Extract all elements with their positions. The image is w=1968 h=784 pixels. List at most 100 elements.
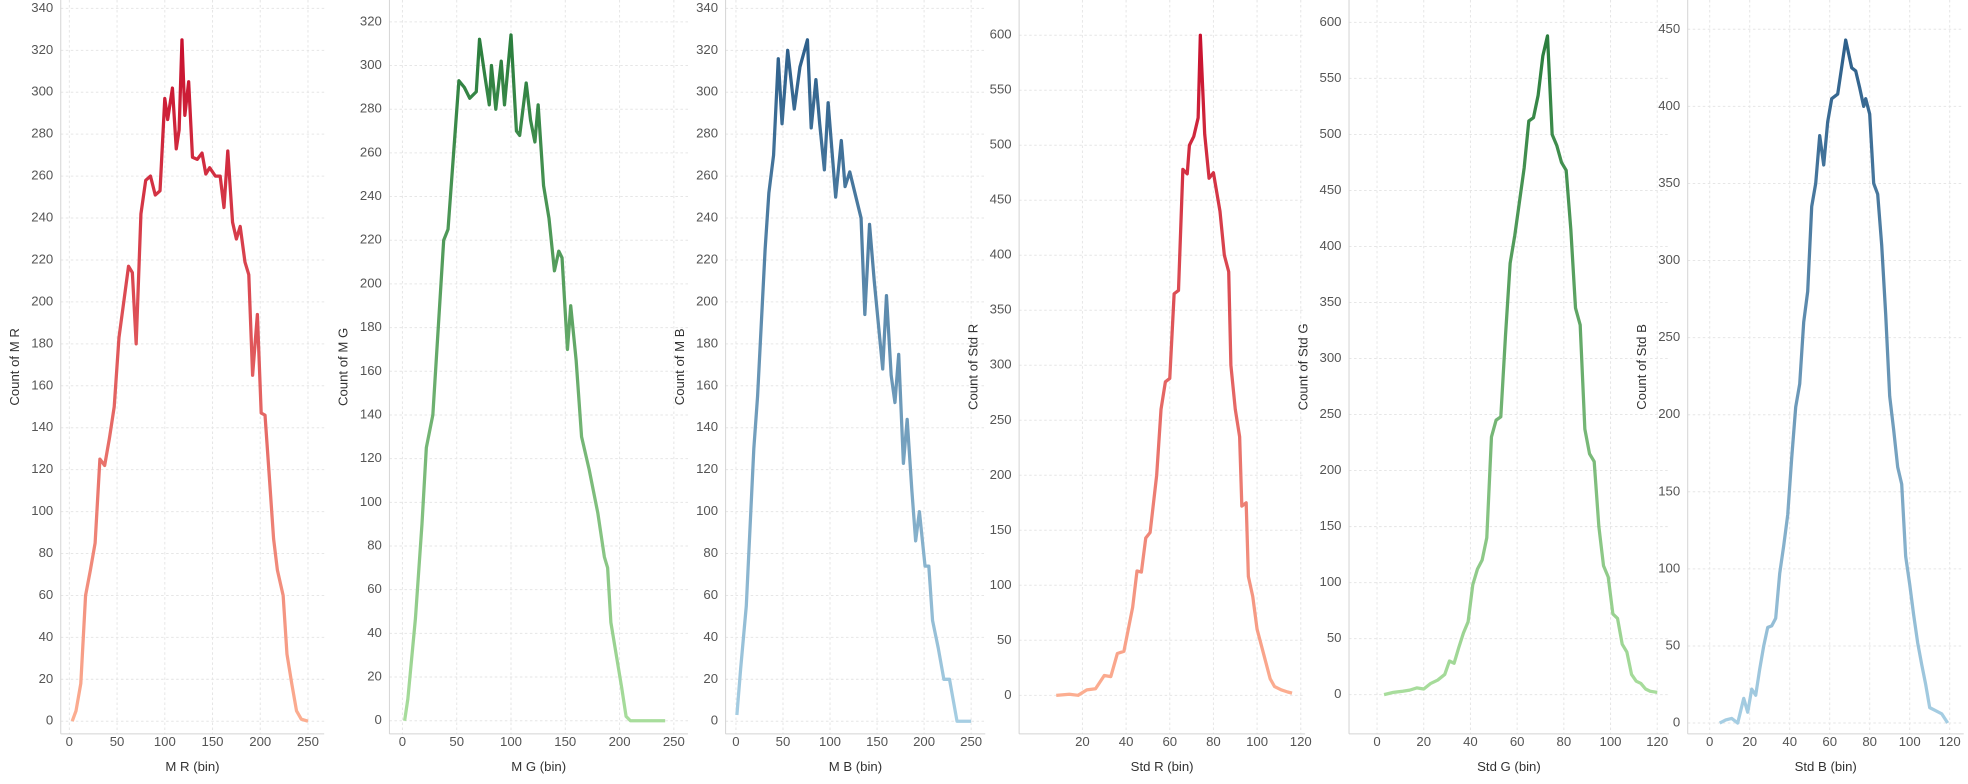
y-tick-label: 20 — [703, 671, 718, 686]
y-tick-label: 20 — [39, 671, 54, 686]
y-tick-label: 80 — [703, 545, 718, 560]
y-tick-label: 300 — [990, 357, 1012, 372]
y-axis-title: Count of Std R — [965, 324, 980, 410]
x-tick-label: 50 — [776, 734, 791, 749]
y-tick-label: 60 — [39, 587, 54, 602]
y-tick-label: 120 — [31, 461, 53, 476]
y-tick-label: 150 — [1320, 518, 1342, 533]
y-tick-label: 0 — [1673, 715, 1680, 730]
x-tick-label: 200 — [249, 734, 271, 749]
y-tick-label: 260 — [360, 144, 382, 159]
y-tick-label: 300 — [1320, 350, 1342, 365]
x-axis-title: Std R (bin) — [1131, 759, 1194, 774]
data-line — [735, 38, 972, 723]
x-tick-label: 100 — [1600, 734, 1622, 749]
y-tick-label: 0 — [1334, 686, 1341, 701]
y-tick-label: 0 — [46, 713, 53, 728]
y-tick-label: 240 — [360, 188, 382, 203]
x-axis-title: M G (bin) — [511, 759, 566, 774]
x-tick-label: 50 — [449, 734, 464, 749]
x-tick-label: 0 — [66, 734, 73, 749]
y-tick-label: 500 — [990, 137, 1012, 152]
y-axis-title: Count of M B — [672, 328, 687, 405]
y-tick-label: 60 — [367, 581, 382, 596]
panel: 0 20 40 60 80 100 120 140 160 180 200 220 240 260 280 3… — [7, 0, 325, 774]
x-tick-label: 80 — [1206, 734, 1221, 749]
y-tick-label: 40 — [39, 629, 54, 644]
y-tick-label: 550 — [990, 82, 1012, 97]
y-tick-label: 160 — [696, 377, 718, 392]
y-tick-label: 400 — [1320, 238, 1342, 253]
x-tick-label: 100 — [154, 734, 176, 749]
x-tick-label: 120 — [1646, 734, 1668, 749]
y-tick-label: 100 — [1658, 560, 1680, 575]
panel: 0 50 100 150 200 250 300 350 400 450 500 550 600 20 40… — [965, 0, 1312, 774]
y-tick-label: 180 — [360, 319, 382, 334]
y-tick-label: 400 — [990, 247, 1012, 262]
y-tick-label: 600 — [1320, 14, 1342, 29]
x-tick-label: 50 — [110, 734, 125, 749]
x-tick-label: 40 — [1119, 734, 1134, 749]
y-tick-label: 450 — [1320, 182, 1342, 197]
y-tick-label: 300 — [360, 57, 382, 72]
y-tick-label: 100 — [696, 503, 718, 518]
y-axis-title: Count of Std B — [1634, 324, 1649, 410]
x-tick-label: 250 — [663, 734, 685, 749]
y-tick-label: 150 — [1658, 483, 1680, 498]
y-tick-label: 40 — [367, 625, 382, 640]
x-axis-title: Std G (bin) — [1477, 759, 1541, 774]
y-tick-label: 40 — [703, 629, 718, 644]
x-tick-label: 0 — [732, 734, 739, 749]
y-tick-label: 120 — [696, 461, 718, 476]
y-tick-label: 550 — [1320, 70, 1342, 85]
y-tick-label: 320 — [696, 42, 718, 57]
y-tick-label: 140 — [360, 406, 382, 421]
y-tick-label: 120 — [360, 450, 382, 465]
x-tick-label: 200 — [609, 734, 631, 749]
x-tick-label: 120 — [1939, 734, 1961, 749]
y-tick-label: 250 — [1320, 406, 1342, 421]
panel: 0 50 100 150 200 250 300 350 400 450 0 20 40 60 80 100 1… — [1634, 0, 1964, 774]
y-tick-label: 350 — [990, 302, 1012, 317]
x-tick-label: 120 — [1290, 734, 1312, 749]
data-line — [1383, 34, 1658, 697]
y-tick-label: 250 — [1658, 329, 1680, 344]
panel: 0 20 40 60 80 100 120 140 160 180 200 220 240 260 280 3… — [672, 0, 986, 774]
x-tick-label: 100 — [500, 734, 522, 749]
y-tick-label: 200 — [696, 293, 718, 308]
y-tick-label: 240 — [31, 210, 53, 225]
y-tick-label: 180 — [696, 335, 718, 350]
x-tick-label: 40 — [1463, 734, 1478, 749]
y-tick-label: 140 — [31, 419, 53, 434]
y-tick-label: 160 — [360, 363, 382, 378]
y-tick-label: 280 — [360, 101, 382, 116]
data-line — [1718, 38, 1950, 725]
x-tick-label: 100 — [1246, 734, 1268, 749]
data-line — [403, 33, 666, 723]
x-tick-label: 100 — [1899, 734, 1921, 749]
y-tick-label: 200 — [1658, 406, 1680, 421]
y-tick-label: 340 — [31, 0, 53, 15]
y-tick-label: 100 — [1320, 574, 1342, 589]
y-tick-label: 250 — [990, 412, 1012, 427]
x-tick-label: 0 — [1373, 734, 1380, 749]
y-tick-label: 200 — [990, 467, 1012, 482]
y-axis-title: Count of M G — [336, 328, 351, 406]
y-tick-label: 180 — [31, 335, 53, 350]
y-tick-label: 20 — [367, 669, 382, 684]
y-tick-label: 0 — [1004, 687, 1011, 702]
panel: 0 50 100 150 200 250 300 350 400 450 500 550 600 0 20 4… — [1295, 0, 1669, 774]
data-line — [1056, 33, 1293, 697]
y-tick-label: 100 — [990, 577, 1012, 592]
y-tick-label: 200 — [31, 293, 53, 308]
y-tick-label: 280 — [696, 126, 718, 141]
y-tick-label: 350 — [1320, 294, 1342, 309]
x-tick-label: 150 — [866, 734, 888, 749]
y-tick-label: 80 — [367, 537, 382, 552]
y-tick-label: 280 — [31, 126, 53, 141]
y-tick-label: 300 — [1658, 252, 1680, 267]
panel: 0 20 40 60 80 100 120 140 160 180 200 220 240 260 280 3… — [336, 0, 688, 774]
x-tick-label: 0 — [1706, 734, 1713, 749]
x-tick-label: 200 — [913, 734, 935, 749]
y-tick-label: 80 — [39, 545, 54, 560]
